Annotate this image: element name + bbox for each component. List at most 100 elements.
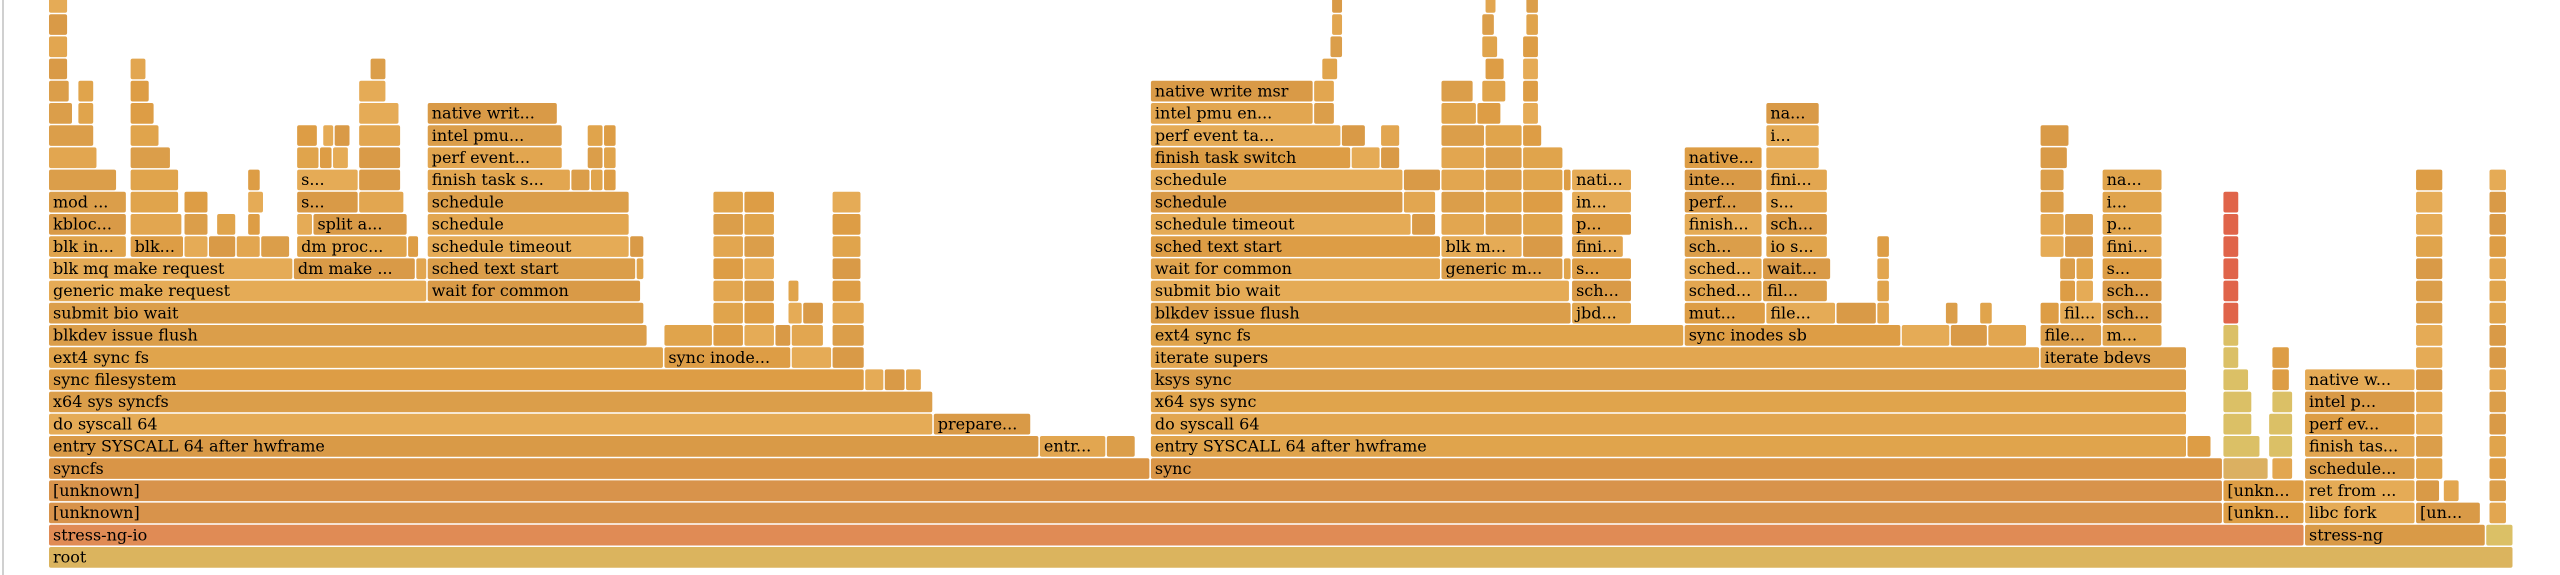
frame[interactable] <box>604 169 616 191</box>
frame-group[interactable]: ext4 sync fs <box>1150 325 1684 346</box>
frame-group[interactable]: iterate bdevs <box>2040 347 2187 368</box>
frame-group[interactable] <box>78 103 94 124</box>
frame-group[interactable] <box>2489 302 2506 324</box>
frame[interactable] <box>49 258 293 280</box>
frame[interactable] <box>1684 191 1762 213</box>
frame-group[interactable]: submit bio wait <box>1150 280 1569 302</box>
frame[interactable] <box>2489 236 2506 257</box>
frame[interactable] <box>884 369 905 391</box>
frame-group[interactable] <box>1482 14 1494 35</box>
frame-group[interactable] <box>359 169 401 191</box>
frame[interactable] <box>1684 302 1765 324</box>
frame[interactable] <box>1150 103 1313 124</box>
frame[interactable] <box>832 214 861 235</box>
frame-group[interactable] <box>604 147 616 169</box>
frame-group[interactable] <box>297 147 319 169</box>
frame-group[interactable] <box>2489 502 2506 524</box>
frame-group[interactable] <box>297 214 312 235</box>
frame-group[interactable]: sch... <box>1766 214 1827 235</box>
frame-group[interactable]: sch... <box>1572 280 1631 302</box>
frame-group[interactable] <box>604 169 616 191</box>
frame-group[interactable] <box>1441 169 1485 191</box>
frame[interactable] <box>571 169 590 191</box>
frame-group[interactable] <box>2416 258 2443 280</box>
frame-group[interactable] <box>791 325 823 346</box>
frame-group[interactable]: jbd... <box>1572 302 1631 324</box>
frame[interactable] <box>1150 214 1411 235</box>
frame[interactable] <box>1381 147 1400 169</box>
frame-group[interactable]: blk in... <box>49 236 126 257</box>
frame-group[interactable]: schedule <box>1150 169 1403 191</box>
frame[interactable] <box>2489 391 2506 413</box>
frame[interactable] <box>323 125 334 146</box>
frame[interactable] <box>2269 413 2293 435</box>
frame[interactable] <box>359 80 386 102</box>
frame-group[interactable]: dm proc... <box>297 236 407 257</box>
frame-group[interactable] <box>248 169 260 191</box>
frame[interactable] <box>2416 325 2443 346</box>
frame[interactable] <box>208 236 236 257</box>
frame[interactable] <box>2040 191 2064 213</box>
frame-group[interactable]: ksys sync <box>1150 369 2187 391</box>
frame-group[interactable]: stress-ng-io <box>49 524 2304 546</box>
frame-group[interactable]: s... <box>2102 258 2162 280</box>
frame-group[interactable] <box>1330 36 1343 58</box>
frame[interactable] <box>130 147 170 169</box>
frame-group[interactable] <box>1901 325 1950 346</box>
frame[interactable] <box>1441 258 1563 280</box>
frame-group[interactable] <box>587 125 603 146</box>
frame-group[interactable]: s... <box>1766 191 1827 213</box>
frame-group[interactable] <box>775 325 791 346</box>
frame-group[interactable]: sch... <box>2102 302 2162 324</box>
frame[interactable] <box>1766 125 1819 146</box>
frame[interactable] <box>788 280 799 302</box>
frame-group[interactable]: wait for common <box>427 280 641 302</box>
frame[interactable] <box>130 191 179 213</box>
frame-group[interactable] <box>2040 214 2064 235</box>
frame[interactable] <box>1314 80 1334 102</box>
frame[interactable] <box>2305 524 2485 546</box>
frame[interactable] <box>1877 258 1889 280</box>
frame-group[interactable]: split a... <box>313 214 407 235</box>
frame[interactable] <box>744 325 774 346</box>
frame[interactable] <box>630 236 644 257</box>
frame-group[interactable]: nati... <box>1572 169 1631 191</box>
frame[interactable] <box>333 147 348 169</box>
frame-group[interactable] <box>1563 258 1571 280</box>
frame-group[interactable]: file... <box>2040 325 2102 346</box>
frame[interactable] <box>2416 191 2443 213</box>
frame-group[interactable] <box>1106 436 1135 457</box>
frame-group[interactable] <box>2489 458 2506 479</box>
frame[interactable] <box>1441 191 1485 213</box>
frame[interactable] <box>1526 0 1538 13</box>
frame-group[interactable] <box>1563 169 1571 191</box>
frame-group[interactable]: sched... <box>1684 258 1762 280</box>
frame-group[interactable]: inte... <box>1684 169 1762 191</box>
frame[interactable] <box>2489 325 2506 346</box>
frame[interactable] <box>297 191 358 213</box>
frame[interactable] <box>604 125 616 146</box>
frame[interactable] <box>1322 58 1338 80</box>
frame[interactable] <box>49 524 2304 546</box>
frame[interactable] <box>1572 191 1631 213</box>
frame[interactable] <box>2223 280 2239 302</box>
frame-group[interactable] <box>744 191 774 213</box>
frame-group[interactable]: sch... <box>1684 236 1762 257</box>
frame-group[interactable]: entry SYSCALL 64 after hwframe <box>49 436 1039 457</box>
frame[interactable] <box>427 214 629 235</box>
frame-group[interactable] <box>906 369 921 391</box>
frame[interactable] <box>1684 169 1762 191</box>
frame[interactable] <box>184 236 208 257</box>
frame[interactable] <box>2040 302 2059 324</box>
frame-group[interactable]: intel p... <box>2305 391 2415 413</box>
frame-group[interactable] <box>2272 369 2289 391</box>
frame[interactable] <box>1523 103 1538 124</box>
frame[interactable] <box>2102 258 2162 280</box>
frame[interactable] <box>2223 258 2239 280</box>
frame[interactable] <box>427 280 641 302</box>
frame-group[interactable] <box>1332 14 1343 35</box>
frame-group[interactable] <box>2223 280 2239 302</box>
frame[interactable] <box>359 147 401 169</box>
frame-group[interactable] <box>2489 191 2506 213</box>
frame-group[interactable]: [un... <box>2416 502 2480 524</box>
